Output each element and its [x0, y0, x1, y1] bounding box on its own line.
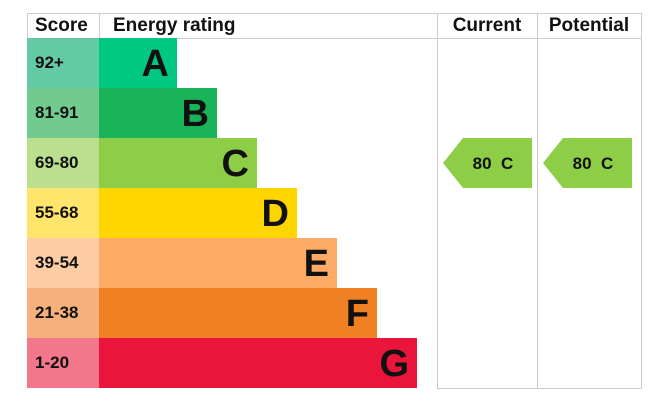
rating-letter: C	[221, 143, 249, 185]
rating-bar-a: A	[99, 38, 177, 88]
potential-rating-label: 80 C	[573, 154, 614, 173]
potential-divider	[537, 13, 538, 389]
current-rating-label: 80 C	[473, 154, 514, 173]
rating-letter: F	[345, 293, 369, 335]
current-divider	[437, 13, 438, 389]
rating-letter: D	[261, 193, 289, 235]
left-border	[27, 13, 28, 38]
score-cell-f: 21-38	[27, 288, 99, 338]
score-cell-c: 69-80	[27, 138, 99, 188]
score-cell-g: 1-20	[27, 338, 99, 388]
bottom-border	[437, 388, 641, 389]
right-border	[641, 13, 642, 389]
rating-bar-e: E	[99, 238, 337, 288]
score-cell-a: 92+	[27, 38, 99, 88]
rating-letter: A	[141, 43, 169, 85]
rating-letter: G	[379, 343, 409, 385]
header-potential: Potential	[548, 15, 630, 36]
header-score: Score	[35, 15, 88, 36]
header-current: Current	[452, 15, 522, 36]
header-divider	[27, 38, 641, 39]
rating-bar-f: F	[99, 288, 377, 338]
rating-bar-d: D	[99, 188, 297, 238]
rating-bar-g: G	[99, 338, 417, 388]
score-cell-b: 81-91	[27, 88, 99, 138]
score-cell-d: 55-68	[27, 188, 99, 238]
header-energy-rating: Energy rating	[113, 15, 236, 36]
potential-rating-arrow	[543, 138, 632, 188]
score-divider	[99, 13, 100, 38]
score-cell-e: 39-54	[27, 238, 99, 288]
rating-bar-c: C	[99, 138, 257, 188]
current-rating-arrow	[443, 138, 532, 188]
rating-letter: B	[181, 93, 209, 135]
rating-bar-b: B	[99, 88, 217, 138]
rating-letter: E	[303, 243, 329, 285]
top-border	[27, 13, 641, 14]
